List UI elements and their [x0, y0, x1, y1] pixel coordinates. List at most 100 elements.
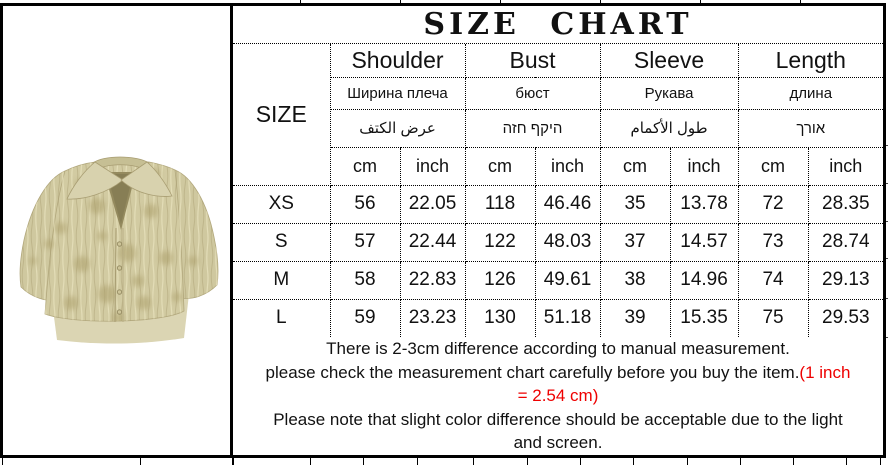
- grid-remnant: [886, 298, 888, 299]
- table-row-s: S 57 22.44 122 48.03 37 14.57 73 28.74: [232, 222, 884, 262]
- value-cell: 46.46: [534, 184, 601, 224]
- col-header-length-he: אורך: [737, 108, 884, 148]
- size-chart-frame: SIZE CHART SIZE Shoulder Bust Sleeve Len…: [0, 3, 886, 458]
- table-row-m: M 58 22.83 126 49.61 38 14.96 74 29.13: [232, 260, 884, 300]
- value-cell: 14.57: [669, 222, 739, 262]
- grid-remnant: [232, 458, 234, 465]
- col-header-bust: Bust: [464, 43, 601, 78]
- value-cell: 28.35: [807, 184, 884, 224]
- unit-inch: inch: [807, 146, 884, 186]
- value-cell: 126: [464, 260, 536, 300]
- grid-remnant: [473, 458, 474, 465]
- grid-remnant: [310, 458, 311, 465]
- size-column-header: SIZE: [232, 43, 331, 186]
- size-table: SIZE Shoulder Bust Sleeve Length Ширина …: [232, 43, 884, 338]
- value-cell: 13.78: [669, 184, 739, 224]
- grid-remnant: [417, 458, 418, 465]
- value-cell: 57: [329, 222, 401, 262]
- size-cell: M: [232, 260, 331, 300]
- page-title: SIZE CHART: [233, 6, 883, 44]
- grid-remnant: [886, 183, 888, 184]
- grid-remnant: [363, 458, 364, 465]
- grid-remnant: [527, 458, 528, 465]
- col-header-shoulder: Shoulder: [329, 43, 466, 78]
- value-cell: 49.61: [534, 260, 601, 300]
- size-cell: XS: [232, 184, 331, 224]
- grid-remnant: [886, 258, 888, 259]
- value-cell: 23.23: [399, 298, 466, 338]
- grid-remnant: [633, 458, 634, 465]
- value-cell: 118: [464, 184, 536, 224]
- value-cell: 29.13: [807, 260, 884, 300]
- size-cell: S: [232, 222, 331, 262]
- unit-cm: cm: [599, 146, 671, 186]
- table-row-xs: XS 56 22.05 118 46.46 35 13.78 72 28.35: [232, 184, 884, 224]
- note-measurement: There is 2-3cm difference according to m…: [326, 339, 790, 359]
- measurement-notes: There is 2-3cm difference according to m…: [233, 337, 883, 455]
- value-cell: 22.44: [399, 222, 466, 262]
- value-cell: 22.05: [399, 184, 466, 224]
- value-cell: 56: [329, 184, 401, 224]
- unit-cm: cm: [464, 146, 536, 186]
- grid-remnant: [400, 0, 401, 3]
- value-cell: 59: [329, 298, 401, 338]
- grid-remnant: [800, 0, 801, 3]
- grid-remnant: [500, 0, 501, 3]
- note-inch-conversion: (1 inch = 2.54 cm): [517, 362, 851, 406]
- col-header-sleeve-ru: Рукава: [599, 76, 739, 110]
- khaki-shirt-photo: [19, 156, 219, 344]
- size-cell: L: [232, 298, 331, 338]
- value-cell: 122: [464, 222, 536, 262]
- col-header-sleeve-ar: طول الأكمام: [599, 108, 739, 148]
- col-header-shoulder-ru: Ширина плеча: [329, 76, 466, 110]
- value-cell: 22.83: [399, 260, 466, 300]
- value-cell: 73: [737, 222, 809, 262]
- value-cell: 39: [599, 298, 671, 338]
- table-row-l: L 59 23.23 130 51.18 39 15.35 75 29.53: [232, 298, 884, 338]
- grid-remnant: [846, 458, 847, 465]
- col-header-length-ru: длина: [737, 76, 884, 110]
- value-cell: 15.35: [669, 298, 739, 338]
- col-header-bust-he: היקף חזה: [464, 108, 601, 148]
- value-cell: 35: [599, 184, 671, 224]
- unit-inch: inch: [399, 146, 466, 186]
- grid-remnant: [886, 145, 888, 146]
- product-image-pane: [3, 6, 233, 455]
- value-cell: 28.74: [807, 222, 884, 262]
- grid-remnant: [880, 458, 881, 465]
- value-cell: 29.53: [807, 298, 884, 338]
- grid-remnant: [700, 0, 701, 3]
- value-cell: 51.18: [534, 298, 601, 338]
- value-cell: 130: [464, 298, 536, 338]
- grid-remnant: [2, 458, 3, 465]
- grid-remnant: [740, 458, 741, 465]
- grid-remnant: [886, 337, 888, 338]
- col-header-sleeve: Sleeve: [599, 43, 739, 78]
- grid-remnant: [793, 458, 794, 465]
- value-cell: 38: [599, 260, 671, 300]
- grid-remnant: [300, 0, 301, 3]
- note-check-chart: please check the measurement chart caref…: [265, 362, 800, 382]
- unit-cm: cm: [329, 146, 401, 186]
- grid-remnant: [886, 221, 888, 222]
- value-cell: 72: [737, 184, 809, 224]
- value-cell: 75: [737, 298, 809, 338]
- grid-remnant: [580, 458, 581, 465]
- value-cell: 37: [599, 222, 671, 262]
- col-header-bust-ru: бюст: [464, 76, 601, 110]
- grid-remnant: [140, 458, 141, 465]
- unit-inch: inch: [669, 146, 739, 186]
- unit-inch: inch: [534, 146, 601, 186]
- col-header-shoulder-ar: عرض الكتف: [329, 108, 466, 148]
- col-header-length: Length: [737, 43, 884, 78]
- grid-remnant: [687, 458, 688, 465]
- value-cell: 58: [329, 260, 401, 300]
- grid-remnant: [600, 0, 601, 3]
- value-cell: 74: [737, 260, 809, 300]
- size-chart-area: SIZE CHART SIZE Shoulder Bust Sleeve Len…: [232, 6, 884, 455]
- value-cell: 14.96: [669, 260, 739, 300]
- unit-cm: cm: [737, 146, 809, 186]
- note-color-difference: Please note that slight color difference…: [273, 409, 843, 453]
- value-cell: 48.03: [534, 222, 601, 262]
